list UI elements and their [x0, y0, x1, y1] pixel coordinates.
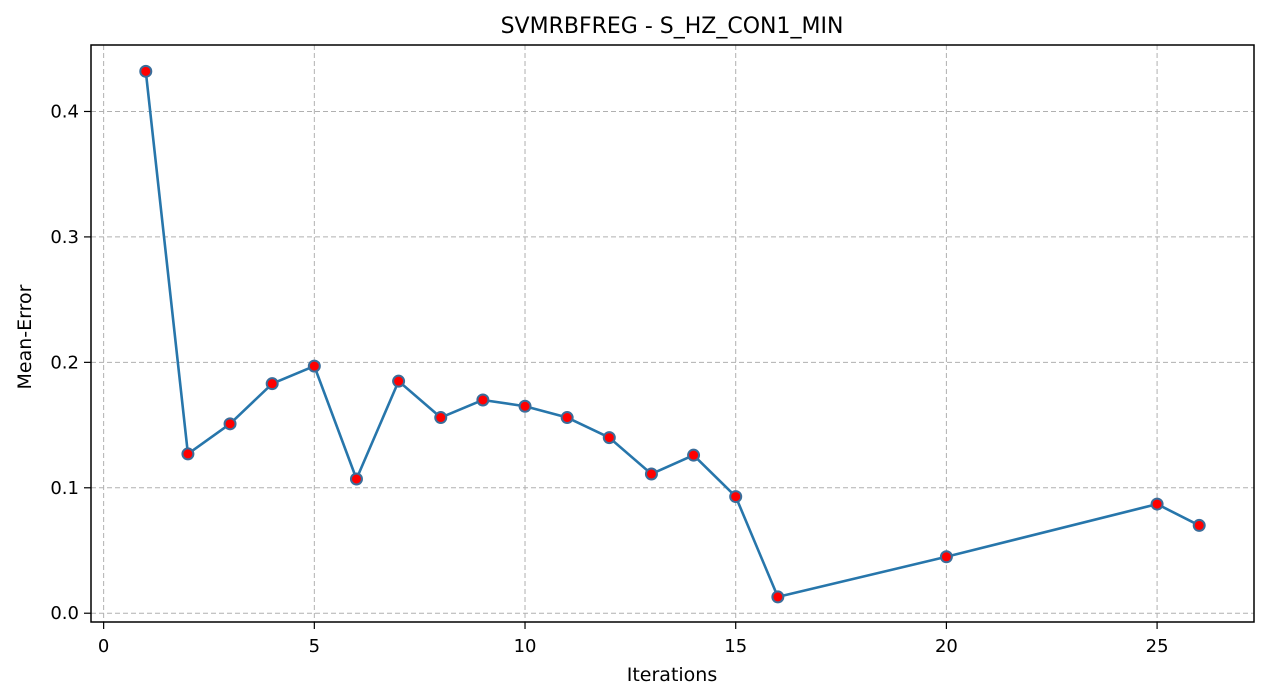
data-point [392, 374, 406, 388]
data-point [602, 431, 616, 445]
data-point [476, 393, 490, 407]
y-tick-label: 0.1 [50, 478, 79, 499]
data-point [181, 447, 195, 461]
x-tick-label: 25 [1146, 636, 1169, 657]
data-point [349, 472, 363, 486]
series-line-group [139, 64, 1206, 604]
data-point [139, 64, 153, 78]
data-point [223, 417, 237, 431]
data-point [434, 411, 448, 425]
data-point [644, 467, 658, 481]
data-point [307, 359, 321, 373]
data-point [939, 550, 953, 564]
data-point [518, 399, 532, 413]
y-axis-label: Mean-Error [14, 284, 36, 389]
y-tick-label: 0.0 [50, 603, 79, 624]
data-point [560, 411, 574, 425]
y-tick-label: 0.3 [50, 227, 79, 248]
plot-frame [90, 44, 1255, 623]
data-point [771, 590, 785, 604]
x-tick-label: 10 [514, 636, 537, 657]
x-tick-label: 0 [98, 636, 109, 657]
data-point [265, 377, 279, 391]
data-point [1150, 497, 1164, 511]
x-tick-label: 5 [309, 636, 320, 657]
y-tick-label: 0.2 [50, 352, 79, 373]
axis-ticks: 0 5 10 15 20 25 0.0 0.1 0.2 0.3 0.4 [50, 101, 1168, 657]
data-point [1192, 518, 1206, 532]
chart-title: SVMRBFREG - S_HZ_CON1_MIN [501, 14, 844, 39]
data-point [729, 490, 743, 504]
y-tick-label: 0.4 [50, 101, 79, 122]
x-tick-label: 15 [724, 636, 747, 657]
x-tick-label: 20 [935, 636, 958, 657]
x-axis-label: Iterations [627, 664, 718, 686]
data-point [687, 448, 701, 462]
grid-lines [91, 45, 1254, 622]
